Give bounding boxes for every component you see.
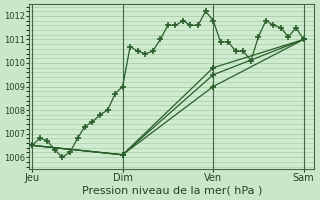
X-axis label: Pression niveau de la mer( hPa ): Pression niveau de la mer( hPa ) (82, 186, 262, 196)
